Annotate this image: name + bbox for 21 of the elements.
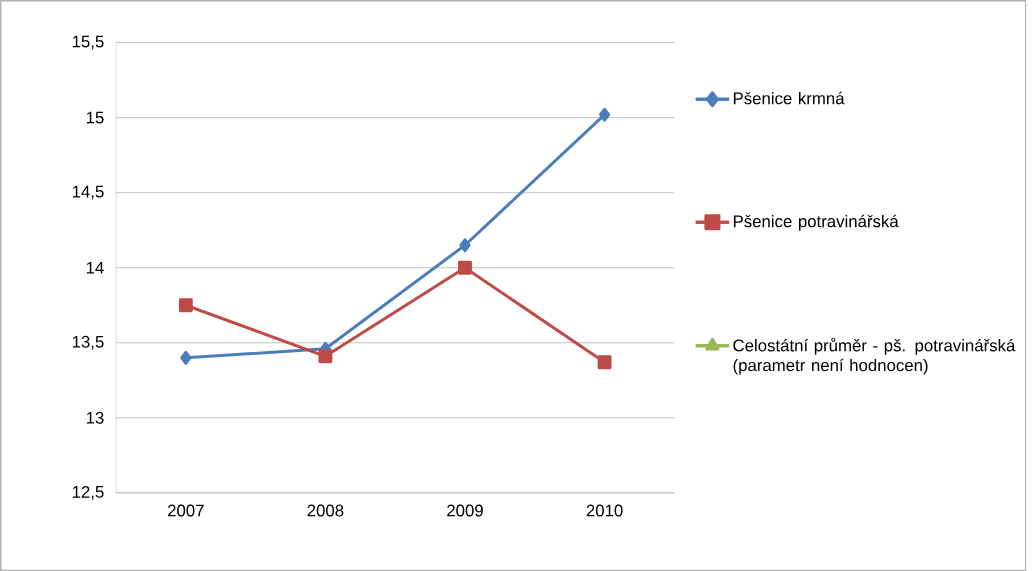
point	[178, 298, 193, 313]
x-tick-label: 2010	[586, 504, 623, 517]
point	[318, 349, 333, 364]
legend-label: Celostátní průměr - pš. potravinářská (parametr není hodnocen)	[733, 337, 1016, 375]
legend-label: Pšenice potravinářská	[733, 214, 899, 231]
legend-label: Pšenice krmná	[733, 91, 845, 105]
y-tick-label: 15	[86, 111, 104, 124]
y-tick-label: 13,5	[72, 335, 104, 350]
x-tick-label: 2009	[447, 504, 483, 517]
y-tick-label: 13	[86, 411, 104, 424]
point	[598, 107, 611, 122]
y-tick-label: 14	[86, 261, 104, 274]
point	[597, 355, 612, 370]
x-tick-label: 2007	[168, 504, 204, 517]
y-tick-label: 12,5	[72, 485, 104, 500]
point	[459, 238, 471, 253]
point	[180, 350, 192, 365]
x-tick-label: 2008	[307, 504, 344, 517]
y-tick-label: 15,5	[72, 35, 104, 50]
point	[458, 260, 472, 275]
y-tick-label: 14,5	[72, 185, 104, 200]
